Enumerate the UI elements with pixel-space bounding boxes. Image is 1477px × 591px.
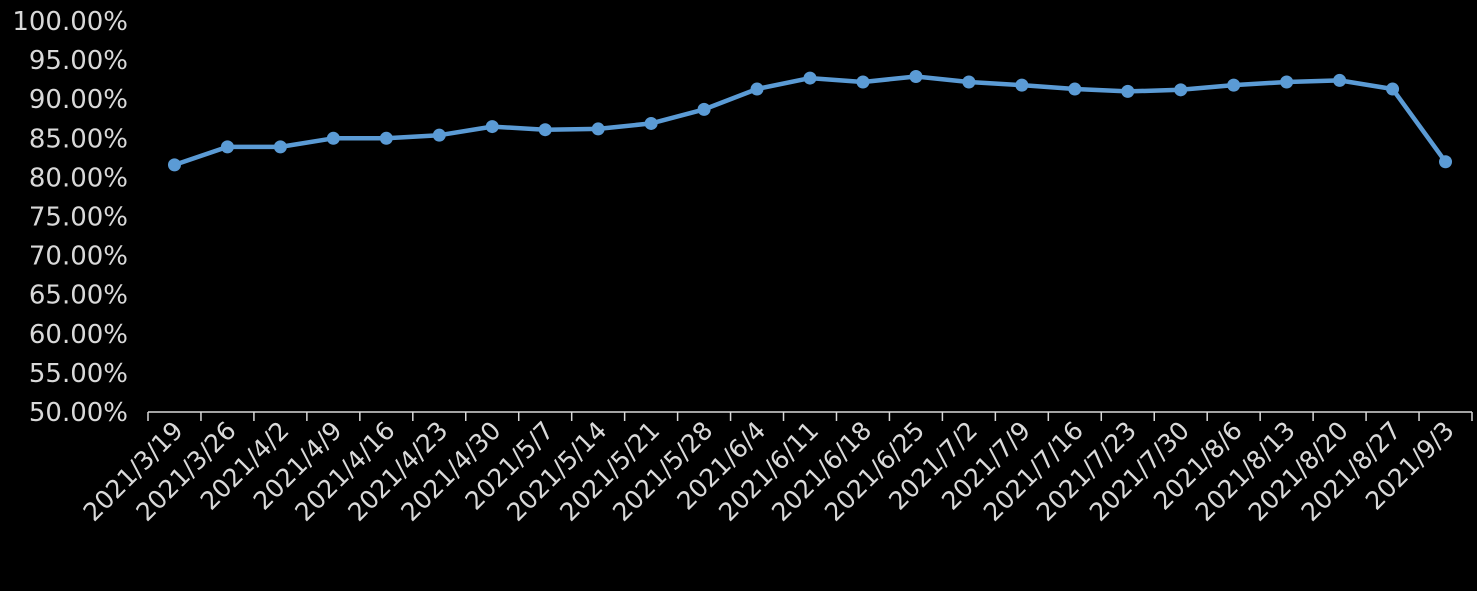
x-axis: 2021/3/192021/3/262021/4/22021/4/92021/4… [78,411,1473,527]
series-line [172,74,1448,168]
data-point [1068,82,1082,96]
data-point [803,71,817,85]
y-axis: 100.00% 95.00% 90.00% 85.00% 80.00% 75.00% 70.… [12,7,128,428]
data-point [750,82,764,96]
series-line-group [167,70,1453,172]
data-point [1121,84,1135,98]
data-point [167,158,181,172]
data-point [538,123,552,137]
data-point [1439,155,1453,169]
data-point [1227,78,1241,92]
y-tick-label: 90.00% [29,85,128,115]
data-point [432,128,446,142]
data-point [220,140,234,154]
y-tick-label: 55.00% [29,359,128,389]
y-tick-label: 70.00% [29,242,128,272]
y-tick-label: 75.00% [29,203,128,233]
y-tick-label: 85.00% [29,124,128,154]
data-point [1015,78,1029,92]
y-tick-label: 95.00% [29,46,128,76]
data-point [697,102,711,116]
data-point [909,70,923,84]
y-tick-label: 80.00% [29,163,128,193]
data-point [856,75,870,89]
y-tick-label: 60.00% [29,320,128,350]
y-tick-label: 100.00% [12,7,128,37]
data-point [485,120,499,134]
data-point [591,122,605,136]
data-point [1333,73,1347,87]
data-point [644,116,658,130]
y-tick-label: 65.00% [29,281,128,311]
data-point [273,140,287,154]
y-tick-label: 50.00% [29,398,128,428]
data-point [1386,82,1400,96]
data-point [326,131,340,145]
data-point [1280,75,1294,89]
data-point [1174,83,1188,97]
data-point [379,131,393,145]
data-point [962,75,976,89]
